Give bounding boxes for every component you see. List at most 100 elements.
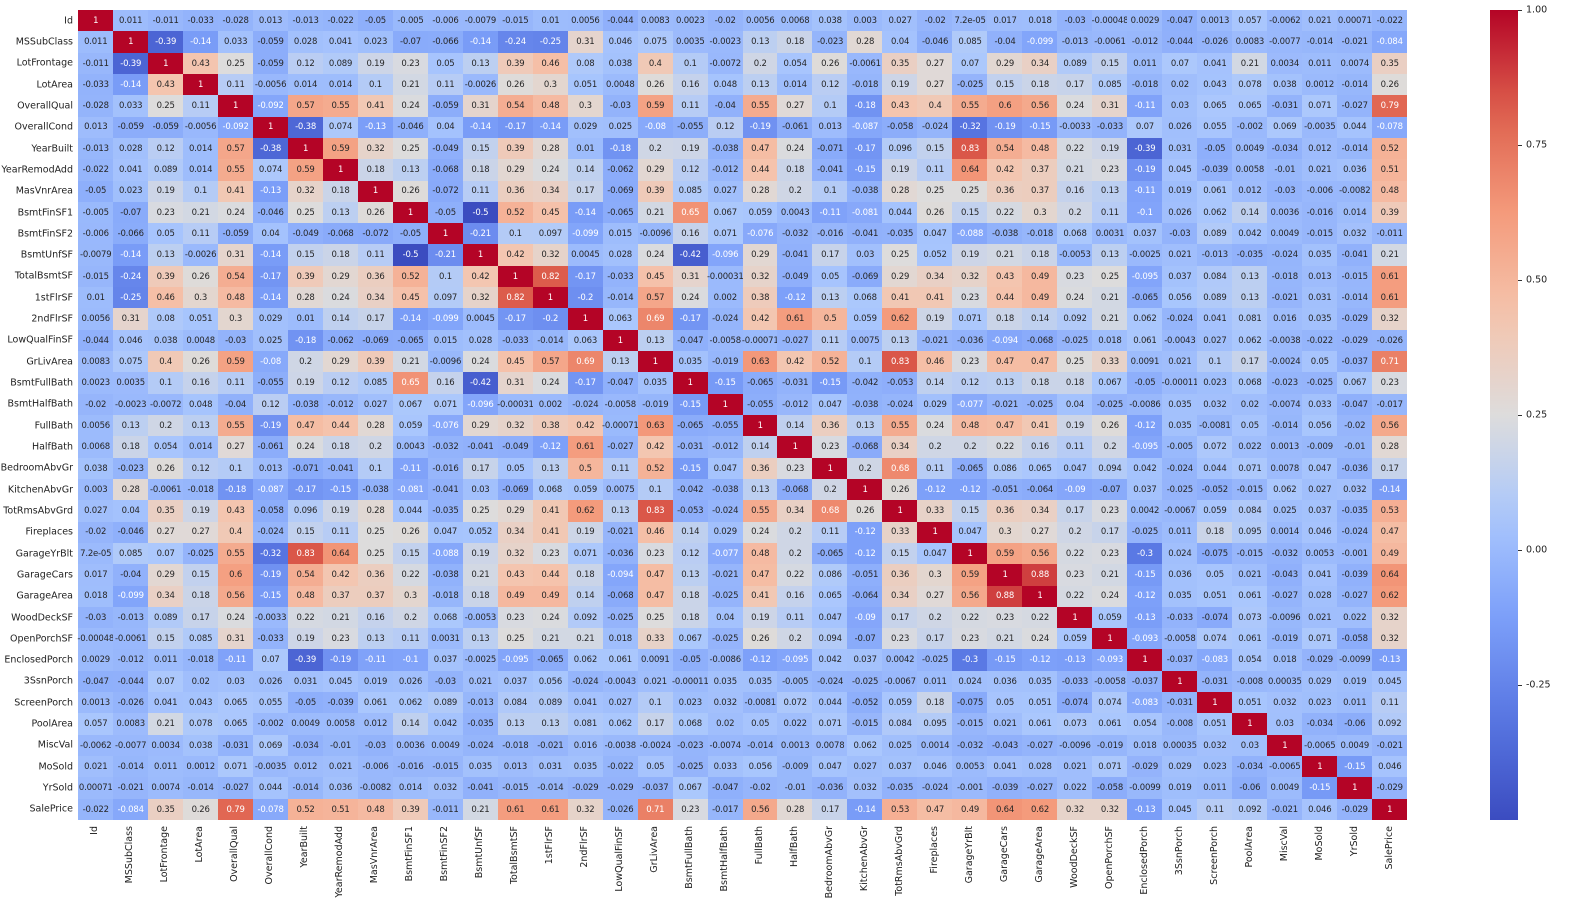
- heatmap-cell: 0.068: [427, 606, 464, 629]
- heatmap-cell: -0.049: [427, 137, 464, 160]
- heatmap-cell: 0.35: [147, 798, 184, 821]
- heatmap-cell: -0.03: [1057, 10, 1093, 32]
- heatmap-cell: 0.21: [462, 564, 499, 587]
- heatmap-cell: 0.16: [427, 372, 464, 395]
- heatmap-cell: 0.0013: [1267, 436, 1303, 459]
- heatmap-cell: 0.57: [532, 351, 569, 373]
- heatmap-cell: 0.05: [497, 457, 534, 480]
- heatmap-cell: -0.02: [78, 521, 114, 544]
- heatmap-cell: -0.044: [602, 10, 639, 32]
- heatmap-cell: -0.023: [112, 457, 149, 480]
- heatmap-cell: -0.059: [252, 52, 289, 75]
- heatmap-cell: 0.072: [1197, 436, 1233, 459]
- heatmap-cell: -0.0061: [1092, 31, 1128, 54]
- heatmap-cell: 0.018: [1022, 10, 1058, 32]
- heatmap-cell: -0.38: [287, 116, 324, 139]
- heatmap-cell: -0.014: [742, 734, 778, 757]
- heatmap-cell: -0.016: [427, 457, 464, 480]
- heatmap-cell: 0.0056: [742, 10, 778, 32]
- column-label: ScreenPorch: [1208, 826, 1220, 885]
- heatmap-cell: 0.3: [217, 308, 254, 331]
- heatmap-cell: 0.21: [392, 73, 429, 96]
- heatmap-cell: 0.0036: [392, 734, 429, 757]
- heatmap-cell: -0.11: [1127, 180, 1163, 203]
- heatmap-cell: 0.25: [217, 52, 254, 75]
- row-label: WoodDeckSF: [11, 612, 73, 623]
- heatmap-cell: 0.57: [287, 95, 324, 118]
- heatmap-cell: 0.56: [952, 585, 988, 608]
- heatmap-cell: 0.03: [217, 670, 254, 693]
- heatmap-cell: 0.27: [1022, 521, 1058, 544]
- heatmap-cell: 0.16: [1057, 180, 1093, 203]
- heatmap-cell: -0.059: [147, 116, 184, 139]
- heatmap-cell: -0.064: [847, 585, 883, 608]
- heatmap-cell: 0.15: [952, 500, 988, 523]
- heatmap-cell: 0.051: [567, 73, 604, 96]
- heatmap-cell: 0.013: [78, 116, 114, 139]
- heatmap-cell: -0.084: [1372, 31, 1408, 54]
- heatmap-cell: 0.012: [287, 756, 324, 778]
- heatmap-cell: -0.027: [1267, 585, 1303, 608]
- heatmap-cell: 1: [987, 564, 1023, 587]
- heatmap-cell: 0.065: [812, 585, 848, 608]
- heatmap-cell: 0.059: [1092, 606, 1128, 629]
- heatmap-cell: 0.046: [917, 756, 953, 778]
- heatmap-cell: -0.061: [252, 436, 289, 459]
- heatmap-cell: 0.021: [1162, 244, 1198, 267]
- heatmap-cell: 0.32: [1057, 798, 1093, 821]
- heatmap-cell: 0.42: [462, 265, 499, 288]
- heatmap-cell: -0.047: [1162, 10, 1198, 32]
- heatmap-cell: 0.023: [357, 31, 394, 54]
- heatmap-cell: 0.03: [462, 478, 499, 501]
- heatmap-cell: 0.0078: [1267, 457, 1303, 480]
- heatmap-cell: -0.038: [287, 393, 324, 416]
- column-label: 3SsnPorch: [1173, 826, 1185, 876]
- heatmap-cell: 0.23: [812, 436, 848, 459]
- heatmap-cell: -0.006: [427, 10, 464, 32]
- heatmap-cell: 0.015: [602, 223, 639, 245]
- column-label: LowQualFinSF: [614, 826, 626, 892]
- heatmap-cell: -0.0033: [1057, 116, 1093, 139]
- heatmap-cell: -0.043: [987, 734, 1023, 757]
- heatmap-cell: -0.023: [672, 734, 709, 757]
- heatmap-cell: -0.12: [847, 521, 883, 544]
- heatmap-cell: -0.027: [1022, 734, 1058, 757]
- heatmap-cell: 0.55: [217, 159, 254, 182]
- heatmap-cell: 0.051: [1197, 713, 1233, 736]
- heatmap-cell: 0.47: [987, 351, 1023, 373]
- heatmap-cell: -0.041: [427, 478, 464, 501]
- heatmap-cell: 0.035: [1162, 393, 1198, 416]
- heatmap-cell: -0.041: [322, 457, 359, 480]
- heatmap-cell: 0.22: [777, 564, 813, 587]
- heatmap-cell: 0.68: [812, 500, 848, 523]
- heatmap-cell: 0.13: [357, 628, 394, 650]
- row-label: PoolArea: [31, 718, 73, 730]
- heatmap-cell: 0.094: [1092, 457, 1128, 480]
- heatmap-cell: 1: [182, 73, 219, 96]
- heatmap-cell: -0.024: [1267, 244, 1303, 267]
- heatmap-cell: 0.23: [1057, 564, 1093, 587]
- heatmap-cell: 0.41: [357, 95, 394, 118]
- heatmap-cell: 0.61: [777, 308, 813, 331]
- heatmap-cell: 0.03: [1162, 95, 1198, 118]
- heatmap-cell: 0.22: [952, 606, 988, 629]
- heatmap-cell: 1: [672, 372, 709, 395]
- heatmap-cell: 0.17: [637, 713, 674, 736]
- heatmap-cell: 0.59: [287, 159, 324, 182]
- heatmap-cell: -0.034: [1302, 713, 1338, 736]
- heatmap-cell: 0.022: [1337, 606, 1373, 629]
- heatmap-cell: -0.033: [1162, 606, 1198, 629]
- heatmap-cell: 0.17: [1232, 351, 1268, 373]
- heatmap-cell: -0.035: [1232, 244, 1268, 267]
- heatmap-cell: 0.074: [252, 159, 289, 182]
- heatmap-cell: -0.033: [252, 628, 289, 650]
- heatmap-cell: -0.037: [1337, 351, 1373, 373]
- heatmap-cell: -0.0023: [707, 31, 743, 54]
- heatmap-cell: 0.061: [1092, 713, 1128, 736]
- heatmap-cell: 0.032: [1197, 393, 1233, 416]
- heatmap-cell: 0.25: [952, 180, 988, 203]
- heatmap-cell: 1: [147, 52, 184, 75]
- heatmap-cell: 0.071: [707, 223, 743, 245]
- heatmap-cell: 0.037: [1127, 478, 1163, 501]
- heatmap-cell: 0.31: [672, 265, 709, 288]
